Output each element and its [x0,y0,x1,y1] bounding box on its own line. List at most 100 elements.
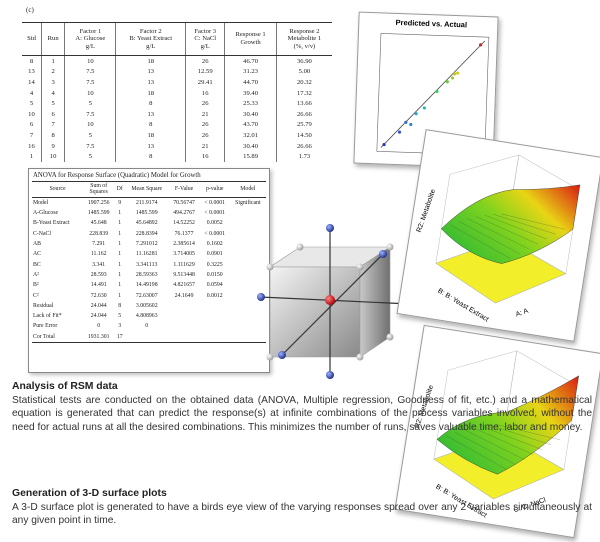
table-cell: 4.821657 [168,280,199,290]
table-cell: 4 [41,88,64,99]
surface-plot: R2: MetaboliteB: B: Yeast ExtractA: A [398,130,600,341]
table-cell: Pure Error [32,321,83,331]
table-cell: 3.341113 [125,260,168,270]
table-cell [168,311,199,321]
table-cell: 1485.599 [125,208,168,218]
table-cell: 13 [22,67,41,78]
table-cell: 17 [114,332,125,343]
z-axis-label: R2: Metabolite [416,188,437,233]
table-cell: 18 [116,130,186,141]
table-cell: 24.044 [83,301,114,311]
table-cell: 1907.256 [83,197,114,208]
table-cell: 16 [186,88,225,99]
header-cell: F-Value [168,182,199,198]
header-cell: Source [32,182,83,198]
table-cell: 1 [114,280,125,290]
table-cell: AC [32,249,83,259]
table-cell: 3.005602 [125,301,168,311]
table-cell: 14.49198 [125,280,168,290]
table-cell: 0.0052 [200,218,230,228]
table-cell: 13.66 [276,98,332,109]
header-cell: Run [41,23,64,56]
table-cell: 13 [116,109,186,120]
table-cell: 1 [114,218,125,228]
table-cell: 14 [22,77,41,88]
figure-label: (c) [26,6,34,14]
table-cell: 28.59363 [125,270,168,280]
table-cell: 10 [65,88,116,99]
table-cell [200,321,230,331]
table-cell: 6 [41,109,64,120]
table-cell: 26 [186,130,225,141]
table-row: C-NaCl228.8391228.839476.1377< 0.0001 [32,229,266,239]
table-cell: 10 [65,120,116,131]
table-cell: 29.41 [186,77,225,88]
table-cell: 2 [41,67,64,78]
table-cell: 45.648 [83,218,114,228]
table-cell: 228.839 [83,229,114,239]
header-cell: Factor 1 A: Glucose g/L [65,23,116,56]
anova-panel: ANOVA for Response Surface (Quadratic) M… [28,168,270,373]
table-cell: 31.23 [225,67,277,78]
table-cell: 10 [41,151,64,162]
table-cell: 26.66 [276,141,332,152]
table-cell: 30.40 [225,109,277,120]
table-cell: 1 [114,239,125,249]
table-cell: 4 [22,88,41,99]
table-row: Residual24.04483.005602 [32,301,266,311]
table-cell: 9 [41,141,64,152]
table-cell: 1 [114,249,125,259]
table-cell: 0.0150 [200,270,230,280]
table-cell: 26.66 [276,109,332,120]
table-cell: 8 [116,151,186,162]
table-cell [200,332,230,343]
table-cell: 15.89 [225,151,277,162]
table-cell: 3 [41,77,64,88]
table-cell: 3.714005 [168,249,199,259]
table-cell: 3.341 [83,260,114,270]
table-row: 1437.51329.4144.7020.32 [22,77,332,88]
header-cell: Sum of Squares [83,182,114,198]
table-cell: 5.00 [276,67,332,78]
table-cell: A² [32,270,83,280]
table-cell: 24.044 [83,311,114,321]
table-cell: Model [32,197,83,208]
table-cell: 72.630 [83,290,114,300]
table-cell [168,332,199,343]
table-cell: 7.5 [65,77,116,88]
table-row: C²72.630172.6300724.16490.0012 [32,290,266,300]
table-cell: 7 [22,130,41,141]
table-cell [168,321,199,331]
table-cell: 18 [116,56,186,67]
table-cell: 1485.599 [83,208,114,218]
table-cell: 3 [114,321,125,331]
table-cell: 46.70 [225,56,277,67]
table-cell: 10 [65,56,116,67]
table-cell: 18 [116,88,186,99]
table-cell: 5 [65,98,116,109]
section-text: Statistical tests are conducted on the o… [12,394,592,435]
table-cell: 1 [114,229,125,239]
table-cell: 0.0594 [200,280,230,290]
section-text: A 3-D surface plot is generated to have … [12,501,592,528]
table-cell: 16 [186,151,225,162]
table-cell: 10 [22,109,41,120]
table-cell: 6 [22,120,41,131]
header-cell: Mean Square [125,182,168,198]
table-cell: 14.50 [276,130,332,141]
table-cell: A-Glucose [32,208,83,218]
table-cell: 26 [186,98,225,109]
table-cell: 1 [114,208,125,218]
table-cell: 4.808963 [125,311,168,321]
table-cell: 13 [116,141,186,152]
